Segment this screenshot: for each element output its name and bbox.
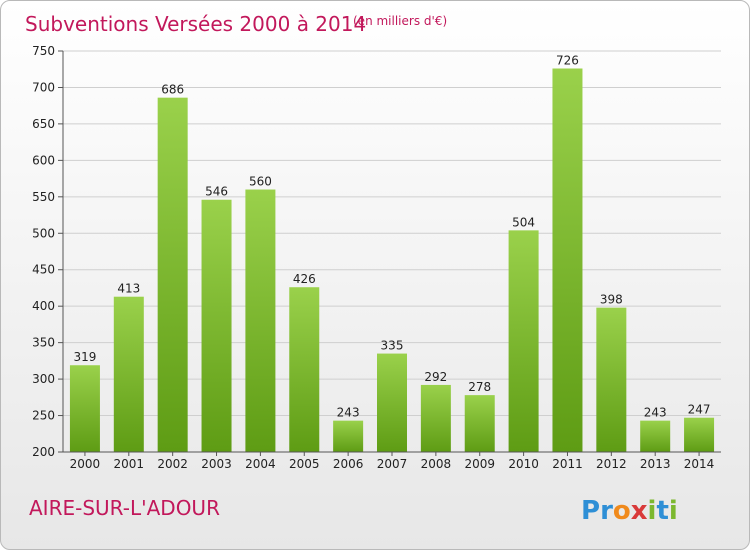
x-tick-label: 2012 [596, 457, 627, 471]
bar-value-label: 546 [205, 185, 228, 199]
x-tick-label: 2014 [684, 457, 715, 471]
bar-value-label: 319 [73, 350, 96, 364]
bar-2008 [420, 384, 451, 452]
bar-value-label: 247 [688, 403, 711, 417]
x-tick-label: 2001 [114, 457, 145, 471]
x-tick-label: 2000 [70, 457, 101, 471]
bar-value-label: 560 [249, 175, 272, 189]
city-name: AIRE-SUR-L'ADOUR [29, 496, 220, 520]
y-tick-label: 300 [32, 372, 55, 386]
bar-value-label: 686 [161, 83, 184, 97]
bar-value-label: 278 [468, 380, 491, 394]
bar-2000 [69, 365, 100, 452]
bar-2010 [508, 230, 539, 452]
bar-2006 [333, 420, 364, 452]
bar-value-label: 292 [424, 370, 447, 384]
x-tick-label: 2005 [289, 457, 320, 471]
bar-2003 [201, 199, 232, 452]
y-tick-label: 600 [32, 153, 55, 167]
y-tick-label: 550 [32, 190, 55, 204]
bar-2009 [464, 395, 495, 452]
bar-value-label: 504 [512, 215, 535, 229]
y-tick-label: 350 [32, 336, 55, 350]
logo-letter: x [631, 496, 648, 526]
logo-letter: o [613, 496, 631, 526]
y-tick-label: 750 [32, 44, 55, 58]
x-tick-label: 2013 [640, 457, 671, 471]
logo-letter: t [656, 496, 668, 526]
logo-letter: i [669, 496, 678, 526]
y-axis: 200 250 300 350 400 450 500 550 600 650 700 750 [32, 44, 64, 459]
y-tick-label: 200 [32, 445, 55, 459]
x-tick-label: 2007 [377, 457, 408, 471]
bar-value-label: 243 [644, 406, 667, 420]
x-tick-label: 2011 [552, 457, 583, 471]
x-tick-label: 2010 [508, 457, 539, 471]
x-tick-label: 2002 [157, 457, 188, 471]
x-tick-label: 2009 [464, 457, 495, 471]
y-tick-label: 500 [32, 226, 55, 240]
y-tick-label: 250 [32, 409, 55, 423]
chart-title: Subventions Versées 2000 à 2014 [25, 12, 366, 36]
proxiti-logo: Proxiti [581, 496, 678, 526]
bar-value-label: 726 [556, 53, 579, 67]
logo-letter: P [581, 496, 600, 526]
y-tick-label: 700 [32, 80, 55, 94]
x-axis: 2000 2001 2002 2003 2004 2005 2006 2007 2008 2009… [63, 451, 721, 471]
bar-2004 [245, 189, 276, 452]
bar-2012 [596, 307, 627, 452]
x-tick-label: 2004 [245, 457, 276, 471]
bar-2001 [113, 296, 144, 452]
bar-value-label: 243 [337, 406, 360, 420]
bar-2005 [289, 287, 320, 452]
x-tick-label: 2003 [201, 457, 232, 471]
bar-2013 [640, 420, 671, 452]
logo-letter: i [648, 496, 657, 526]
y-tick-label: 450 [32, 263, 55, 277]
chart-subtitle: (en milliers d'€) [353, 14, 447, 28]
bar-value-label: 413 [117, 282, 140, 296]
bar-value-label: 398 [600, 293, 623, 307]
x-tick-label: 2008 [421, 457, 452, 471]
x-tick-label: 2006 [333, 457, 364, 471]
bars: 319 413 686 546 560 426 243 335 292 278 504 726 398 2… [69, 53, 715, 453]
bar-2002 [157, 97, 188, 453]
y-tick-label: 400 [32, 299, 55, 313]
bar-value-label: 335 [381, 339, 404, 353]
bar-2007 [377, 353, 407, 452]
bar-value-label: 426 [293, 272, 316, 286]
y-tick-label: 650 [32, 117, 55, 131]
bar-2014 [684, 417, 715, 452]
bar-2011 [552, 68, 583, 453]
logo-letter: r [600, 496, 613, 526]
